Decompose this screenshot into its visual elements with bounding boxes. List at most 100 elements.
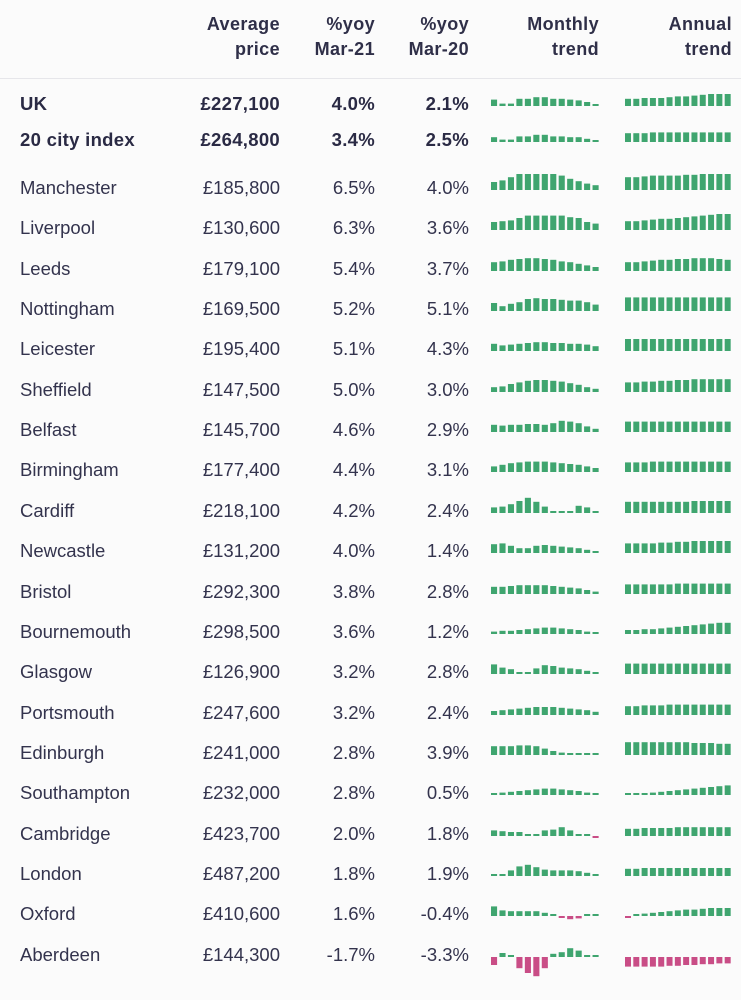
trend-bar [674, 956, 681, 966]
trend-bar [507, 669, 515, 675]
trend-bar [724, 867, 731, 876]
average-price: £147,500 [202, 378, 280, 400]
trend-bar [499, 910, 506, 917]
yoy-mar21: 3.6% [332, 620, 375, 642]
trend-bar [550, 462, 557, 473]
trend-bar [507, 103, 515, 106]
trend-bar [724, 214, 731, 231]
trend-bar [584, 138, 591, 142]
trend-bar [558, 826, 565, 836]
trend-bar [558, 586, 565, 594]
yoy-mar20: 3.7% [426, 257, 469, 279]
trend-bar [666, 219, 673, 231]
trend-bar [567, 587, 574, 594]
trend-bar [724, 339, 731, 352]
trend-bar [499, 386, 506, 392]
trend-bar [491, 466, 498, 473]
trend-bar [550, 215, 557, 231]
monthly-trend-sparkline [491, 788, 599, 796]
trend-bar [541, 627, 548, 634]
trend-bar [533, 97, 540, 106]
trend-bar [584, 670, 591, 675]
yoy-mar21: 3.8% [332, 580, 375, 602]
trend-bar [550, 788, 557, 796]
trend-bar [683, 217, 690, 231]
trend-bar [491, 829, 498, 836]
trend-bar [683, 174, 690, 190]
trend-bar [524, 707, 531, 715]
yoy-mar20: 2.8% [426, 580, 469, 602]
trend-bar [716, 663, 723, 675]
trend-bar [691, 826, 698, 836]
trend-bar [516, 136, 523, 142]
trend-bar [625, 261, 631, 271]
annual-trend-sparkline [625, 663, 731, 675]
yoy-mar20: 2.9% [426, 419, 469, 441]
trend-bar [683, 789, 690, 796]
trend-bar [575, 752, 582, 755]
trend-bar [516, 500, 523, 513]
trend-bar [584, 631, 591, 634]
trend-bar [691, 174, 698, 190]
trend-bar [683, 742, 690, 755]
trend-bar [567, 829, 574, 836]
trend-bar [724, 378, 731, 392]
trend-bar [724, 500, 731, 513]
trend-bar [658, 792, 665, 796]
trend-bar [699, 257, 706, 271]
trend-bar [507, 463, 515, 473]
trend-bar [516, 956, 523, 968]
trend-bar [683, 462, 690, 473]
trend-bar [691, 583, 698, 594]
trend-bar [716, 339, 723, 352]
trend-bar [641, 98, 648, 106]
trend-bar [558, 870, 565, 876]
trend-bar [592, 752, 599, 755]
trend-bar [516, 344, 523, 352]
trend-bar [649, 219, 656, 231]
trend-bar [699, 583, 706, 594]
city-name: Nottingham [20, 298, 115, 320]
trend-bar [507, 139, 515, 142]
monthly-trend-sparkline [491, 342, 599, 352]
trend-bar [658, 132, 665, 142]
yoy-mar20: 5.1% [426, 298, 469, 320]
trend-bar [491, 222, 498, 231]
trend-bar [666, 297, 673, 312]
trend-bar [550, 750, 557, 755]
trend-bar [658, 462, 665, 473]
trend-bar [716, 583, 723, 594]
trend-bar [567, 178, 574, 190]
trend-bar [533, 424, 540, 433]
trend-bar [507, 220, 515, 231]
city-name: 20 city index [20, 129, 135, 150]
trend-bar [567, 947, 574, 957]
monthly-trend-sparkline [491, 420, 599, 433]
trend-bar [516, 462, 523, 473]
trend-bar [584, 302, 591, 312]
header-monthly-trend: Monthly trend [527, 14, 599, 59]
trend-bar [716, 541, 723, 554]
trend-bar [584, 507, 591, 513]
trend-bar [658, 628, 665, 634]
trend-bar [550, 829, 557, 836]
annual-trend-sparkline [625, 622, 731, 634]
yoy-mar21: 5.0% [332, 378, 375, 400]
trend-bar [592, 835, 599, 838]
yoy-mar20: 2.8% [426, 661, 469, 683]
trend-bar [683, 909, 690, 917]
trend-bar [683, 704, 690, 715]
trend-bar [691, 132, 698, 142]
trend-bar [649, 704, 656, 715]
trend-bar [691, 663, 698, 675]
trend-bar [666, 867, 673, 876]
yoy-mar21: 3.4% [331, 129, 375, 150]
trend-bar [716, 867, 723, 876]
trend-bar [592, 468, 599, 473]
trend-bar [567, 99, 574, 106]
average-price: £126,900 [202, 661, 280, 683]
trend-bar [625, 868, 631, 876]
yoy-mar21: 5.4% [332, 257, 375, 279]
trend-bar [575, 263, 582, 271]
trend-bar [558, 916, 565, 919]
